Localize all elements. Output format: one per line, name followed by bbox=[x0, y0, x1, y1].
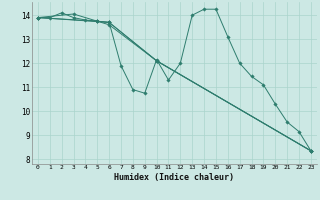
X-axis label: Humidex (Indice chaleur): Humidex (Indice chaleur) bbox=[115, 173, 234, 182]
